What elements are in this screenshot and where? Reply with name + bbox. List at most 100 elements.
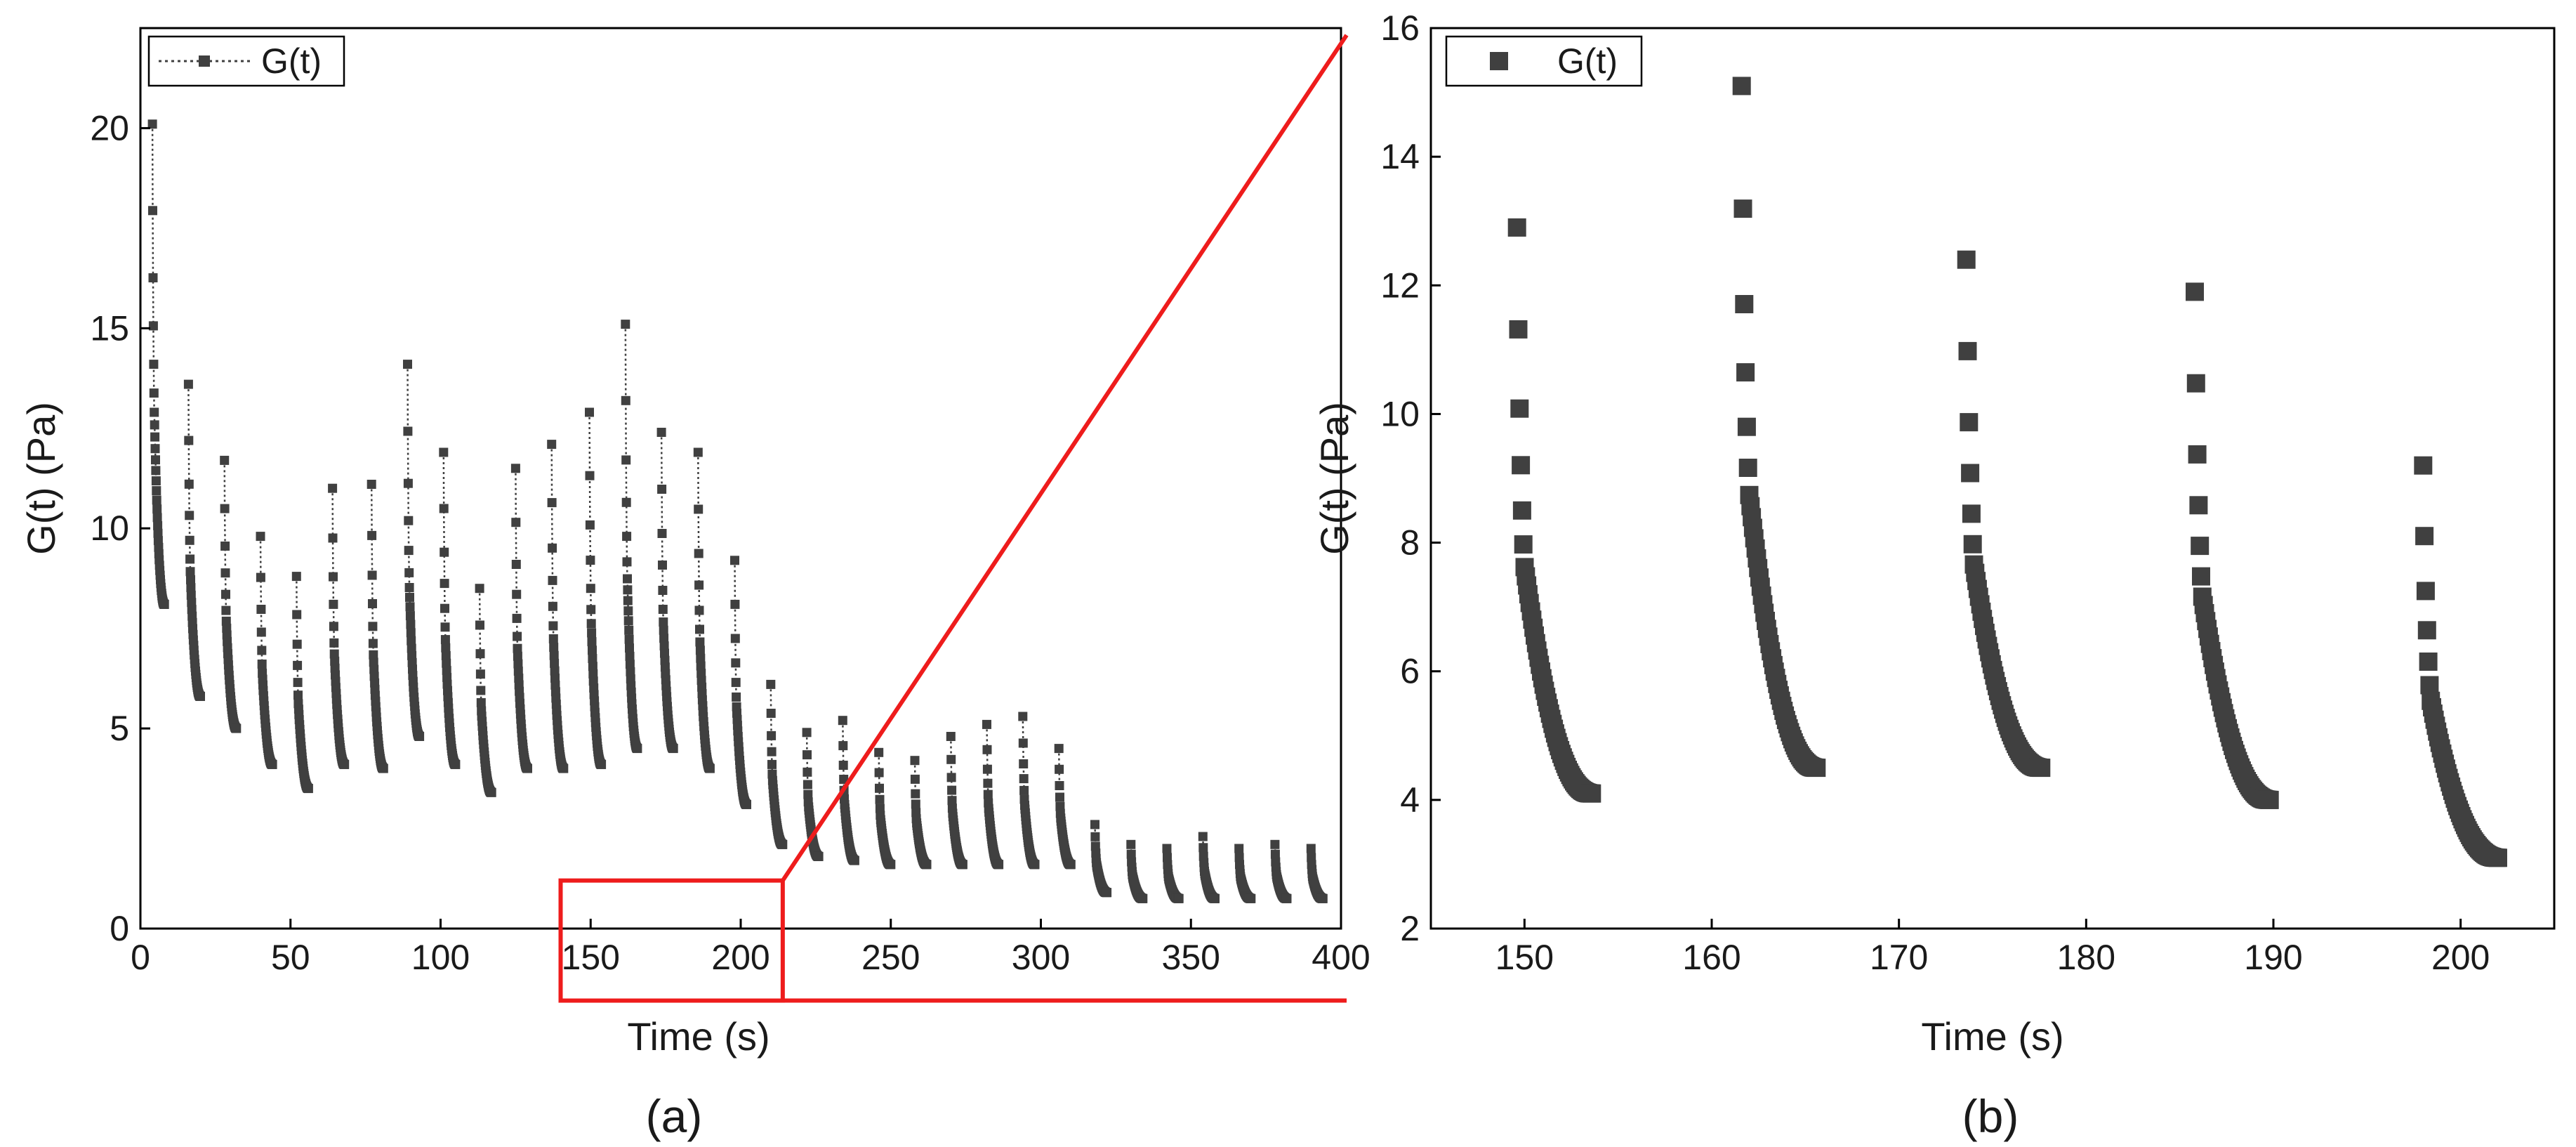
- data-point: [633, 744, 642, 754]
- y-axis-title-b: G(t) (Pa): [1312, 402, 1356, 555]
- data-point: [1509, 320, 1528, 339]
- data-point: [256, 605, 266, 614]
- data-point: [328, 483, 338, 493]
- data-point: [2260, 790, 2279, 809]
- data-point: [838, 761, 848, 770]
- data-point: [513, 659, 523, 669]
- data-point: [367, 570, 377, 580]
- data-point: [1306, 844, 1316, 853]
- data-point: [185, 567, 195, 577]
- data-point: [1234, 853, 1244, 863]
- data-point: [658, 561, 667, 570]
- data-point: [329, 622, 338, 631]
- data-point: [1055, 764, 1064, 774]
- data-point: [523, 763, 532, 773]
- data-point: [368, 638, 378, 648]
- data-point: [2417, 621, 2436, 640]
- data-point: [1174, 893, 1184, 903]
- data-point: [378, 763, 388, 773]
- data-point: [695, 624, 704, 634]
- data-point: [513, 631, 522, 641]
- data-point: [802, 780, 812, 789]
- data-point: [982, 764, 992, 774]
- data-point: [149, 360, 159, 369]
- data-point: [440, 579, 449, 589]
- data-point: [1198, 843, 1208, 853]
- data-point: [1018, 712, 1028, 721]
- x-tick-label: 180: [2057, 938, 2115, 977]
- data-point: [910, 756, 920, 766]
- data-point: [550, 674, 560, 683]
- x-tick-label: 170: [1870, 938, 1928, 977]
- data-point: [2188, 445, 2207, 464]
- data-point: [2420, 676, 2439, 695]
- data-point: [694, 504, 704, 514]
- data-point: [767, 759, 777, 769]
- y-tick-label: 16: [1380, 8, 1420, 48]
- data-point: [730, 599, 740, 609]
- data-point: [587, 628, 597, 638]
- data-point: [730, 634, 740, 643]
- data-point: [293, 678, 303, 688]
- data-point: [548, 621, 558, 631]
- data-point: [513, 651, 522, 661]
- data-point: [1961, 464, 1980, 483]
- y-tick-label: 6: [1400, 652, 1420, 691]
- data-point: [511, 560, 521, 569]
- x-tick-label: 150: [562, 938, 620, 977]
- data-point: [657, 485, 667, 494]
- data-point: [406, 620, 416, 629]
- data-point: [487, 787, 496, 797]
- data-point: [475, 584, 484, 594]
- data-point: [1090, 832, 1100, 841]
- data-point: [405, 611, 415, 621]
- data-point: [441, 643, 451, 653]
- data-point: [838, 741, 848, 751]
- data-point: [513, 667, 523, 676]
- data-point: [659, 641, 669, 651]
- data-point: [292, 610, 302, 620]
- data-point: [187, 598, 197, 608]
- data-point: [451, 759, 461, 769]
- axis-ticks-a: 0 50 100 150 200 250 300 350 400 0 5 10 15 20: [90, 108, 1370, 977]
- data-point: [150, 420, 159, 430]
- data-point: [958, 860, 967, 870]
- data-point: [1030, 860, 1040, 870]
- data-point: [476, 686, 486, 695]
- data-point: [441, 651, 451, 660]
- data-point: [150, 432, 160, 442]
- data-point: [475, 649, 485, 659]
- x-axis-title-a: Time (s): [627, 1014, 770, 1058]
- data-point: [1270, 849, 1280, 859]
- data-point: [597, 759, 607, 769]
- data-point: [186, 583, 196, 593]
- data-point: [588, 645, 597, 655]
- data-point: [475, 669, 485, 679]
- data-point: [221, 616, 231, 626]
- x-tick-label: 150: [1495, 938, 1554, 977]
- data-point: [802, 767, 812, 777]
- data-point: [185, 554, 195, 564]
- data-point: [511, 518, 521, 527]
- data-point: [946, 732, 956, 741]
- series-marks-a: [147, 119, 1328, 903]
- data-point: [1733, 199, 1752, 218]
- data-point: [550, 658, 560, 668]
- data-point: [183, 379, 193, 389]
- data-point: [922, 860, 932, 870]
- data-point: [1126, 839, 1136, 849]
- plot-frame-b: [1429, 27, 2556, 930]
- data-point: [1102, 888, 1112, 898]
- data-point: [1054, 744, 1064, 754]
- data-point: [1737, 417, 1756, 436]
- y-tick-label: 5: [110, 709, 129, 748]
- data-point: [548, 543, 557, 553]
- data-point: [766, 709, 776, 718]
- data-point: [2186, 282, 2204, 301]
- data-point: [586, 619, 596, 629]
- data-point: [150, 444, 160, 454]
- data-point: [403, 426, 413, 436]
- data-point: [623, 616, 633, 626]
- data-point: [814, 851, 824, 861]
